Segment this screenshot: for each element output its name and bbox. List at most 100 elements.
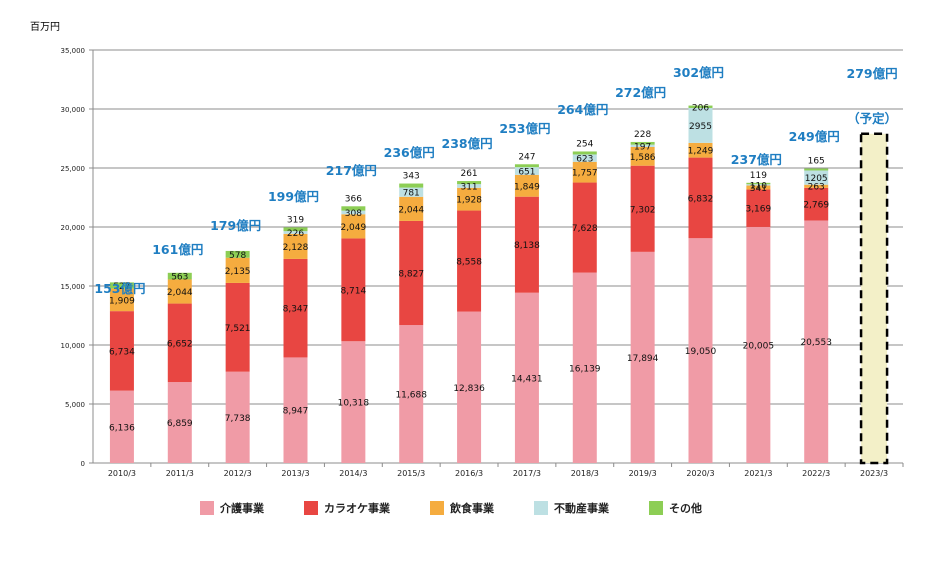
bar-segment [225, 250, 250, 258]
data-label: 2,769 [803, 201, 829, 211]
bar-segment [167, 279, 192, 304]
bar-segment [688, 142, 713, 158]
legend-swatch [200, 501, 214, 515]
bar-segment [167, 272, 192, 280]
data-label: 2,044 [398, 205, 424, 215]
bar-segment [225, 282, 250, 372]
x-tick-label: 2019/3 [629, 469, 657, 478]
bar-segment [341, 210, 366, 215]
legend-label: 飲食事業 [450, 502, 494, 515]
data-label: 563 [171, 273, 188, 283]
bar-segment [341, 206, 366, 211]
data-label: 16,139 [569, 364, 601, 374]
data-label: 20,553 [800, 338, 832, 348]
data-label: 8,714 [340, 286, 366, 296]
data-label: 226 [287, 229, 304, 239]
total-annotation: 199億円 [268, 189, 319, 204]
bar-segment [283, 357, 308, 463]
total-annotation: 153億円 [94, 281, 145, 296]
y-tick-label: 35,000 [61, 47, 86, 55]
data-label: 1,928 [456, 196, 482, 206]
data-label: 254 [576, 139, 593, 149]
bar-segment [341, 341, 366, 463]
bar-segment [688, 107, 713, 143]
legend-swatch [304, 501, 318, 515]
data-label: 8,947 [283, 407, 309, 417]
data-label: 343 [403, 172, 420, 182]
x-tick-label: 2021/3 [744, 469, 772, 478]
x-tick-label: 2022/3 [802, 469, 830, 478]
data-label: 263 [808, 183, 825, 193]
forecast-bar [859, 132, 889, 465]
data-label: 308 [345, 209, 362, 219]
total-annotation: 217億円 [326, 163, 377, 178]
bar-segment [514, 167, 539, 175]
data-label: 261 [460, 169, 477, 179]
data-label: 110 [750, 181, 767, 191]
bar-segment [572, 272, 597, 463]
x-tick-label: 2017/3 [513, 469, 541, 478]
bar-segment [630, 141, 655, 145]
bar-segment [283, 231, 308, 234]
data-label: 6,859 [167, 419, 193, 429]
data-label: 7,738 [225, 414, 251, 424]
bar-segment [630, 165, 655, 252]
bar-segment [630, 144, 655, 147]
data-label: 8,138 [514, 241, 540, 251]
data-label: 119 [750, 171, 767, 181]
bar-segment [630, 251, 655, 463]
x-tick-label: 2012/3 [224, 469, 252, 478]
legend-swatch [534, 501, 548, 515]
data-label: 1,586 [630, 153, 656, 163]
data-label: 247 [518, 152, 535, 162]
data-label: 10,318 [338, 399, 370, 409]
bar-segment [457, 184, 482, 188]
bar-segment [457, 210, 482, 312]
data-label: 2955 [689, 122, 712, 132]
legend-item: 飲食事業 [430, 500, 494, 516]
bar-segment [109, 311, 134, 391]
legend-item: カラオケ事業 [304, 500, 390, 516]
bar-segment [399, 325, 424, 463]
x-tick-label: 2023/3 [860, 469, 888, 478]
x-tick-label: 2018/3 [571, 469, 599, 478]
bar-segment [746, 189, 771, 227]
data-label: 6,652 [167, 339, 193, 349]
bar-segment [283, 233, 308, 259]
y-tick-label: 25,000 [61, 165, 86, 173]
data-label: 7,628 [572, 224, 598, 234]
total-annotation: 249億円 [789, 129, 840, 144]
total-annotation: 264億円 [557, 102, 608, 117]
legend-swatch [430, 501, 444, 515]
total-annotation: 272億円 [615, 85, 666, 100]
bar-segment [167, 303, 192, 383]
data-label: 1,909 [109, 296, 135, 306]
total-annotation: 179億円 [210, 218, 261, 233]
data-label: 2,044 [167, 288, 193, 298]
x-tick-label: 2011/3 [166, 469, 194, 478]
legend-item: 不動産事業 [534, 500, 609, 516]
data-label: 2,049 [340, 223, 366, 233]
bar-segment [746, 182, 771, 185]
data-label: 6,832 [688, 194, 714, 204]
bar-segment [109, 282, 134, 289]
data-label: 366 [345, 194, 362, 204]
bar-segment [457, 187, 482, 211]
data-label: 1,849 [514, 182, 540, 192]
bar-segment [688, 157, 713, 239]
data-label: 20,005 [743, 341, 775, 351]
data-label: 1,757 [572, 169, 598, 179]
data-label: 2,135 [225, 267, 251, 277]
total-annotation: 253億円 [499, 121, 550, 136]
data-label: 6,734 [109, 347, 135, 357]
bar-segment [283, 258, 308, 358]
bar-segment [457, 311, 482, 463]
x-tick-label: 2020/3 [686, 469, 714, 478]
total-annotation: 161億円 [152, 242, 203, 257]
data-label: 17,894 [627, 354, 659, 364]
y-tick-label: 20,000 [61, 224, 86, 232]
bar-segment [514, 164, 539, 168]
forecast-sublabel: （予定） [847, 111, 897, 126]
